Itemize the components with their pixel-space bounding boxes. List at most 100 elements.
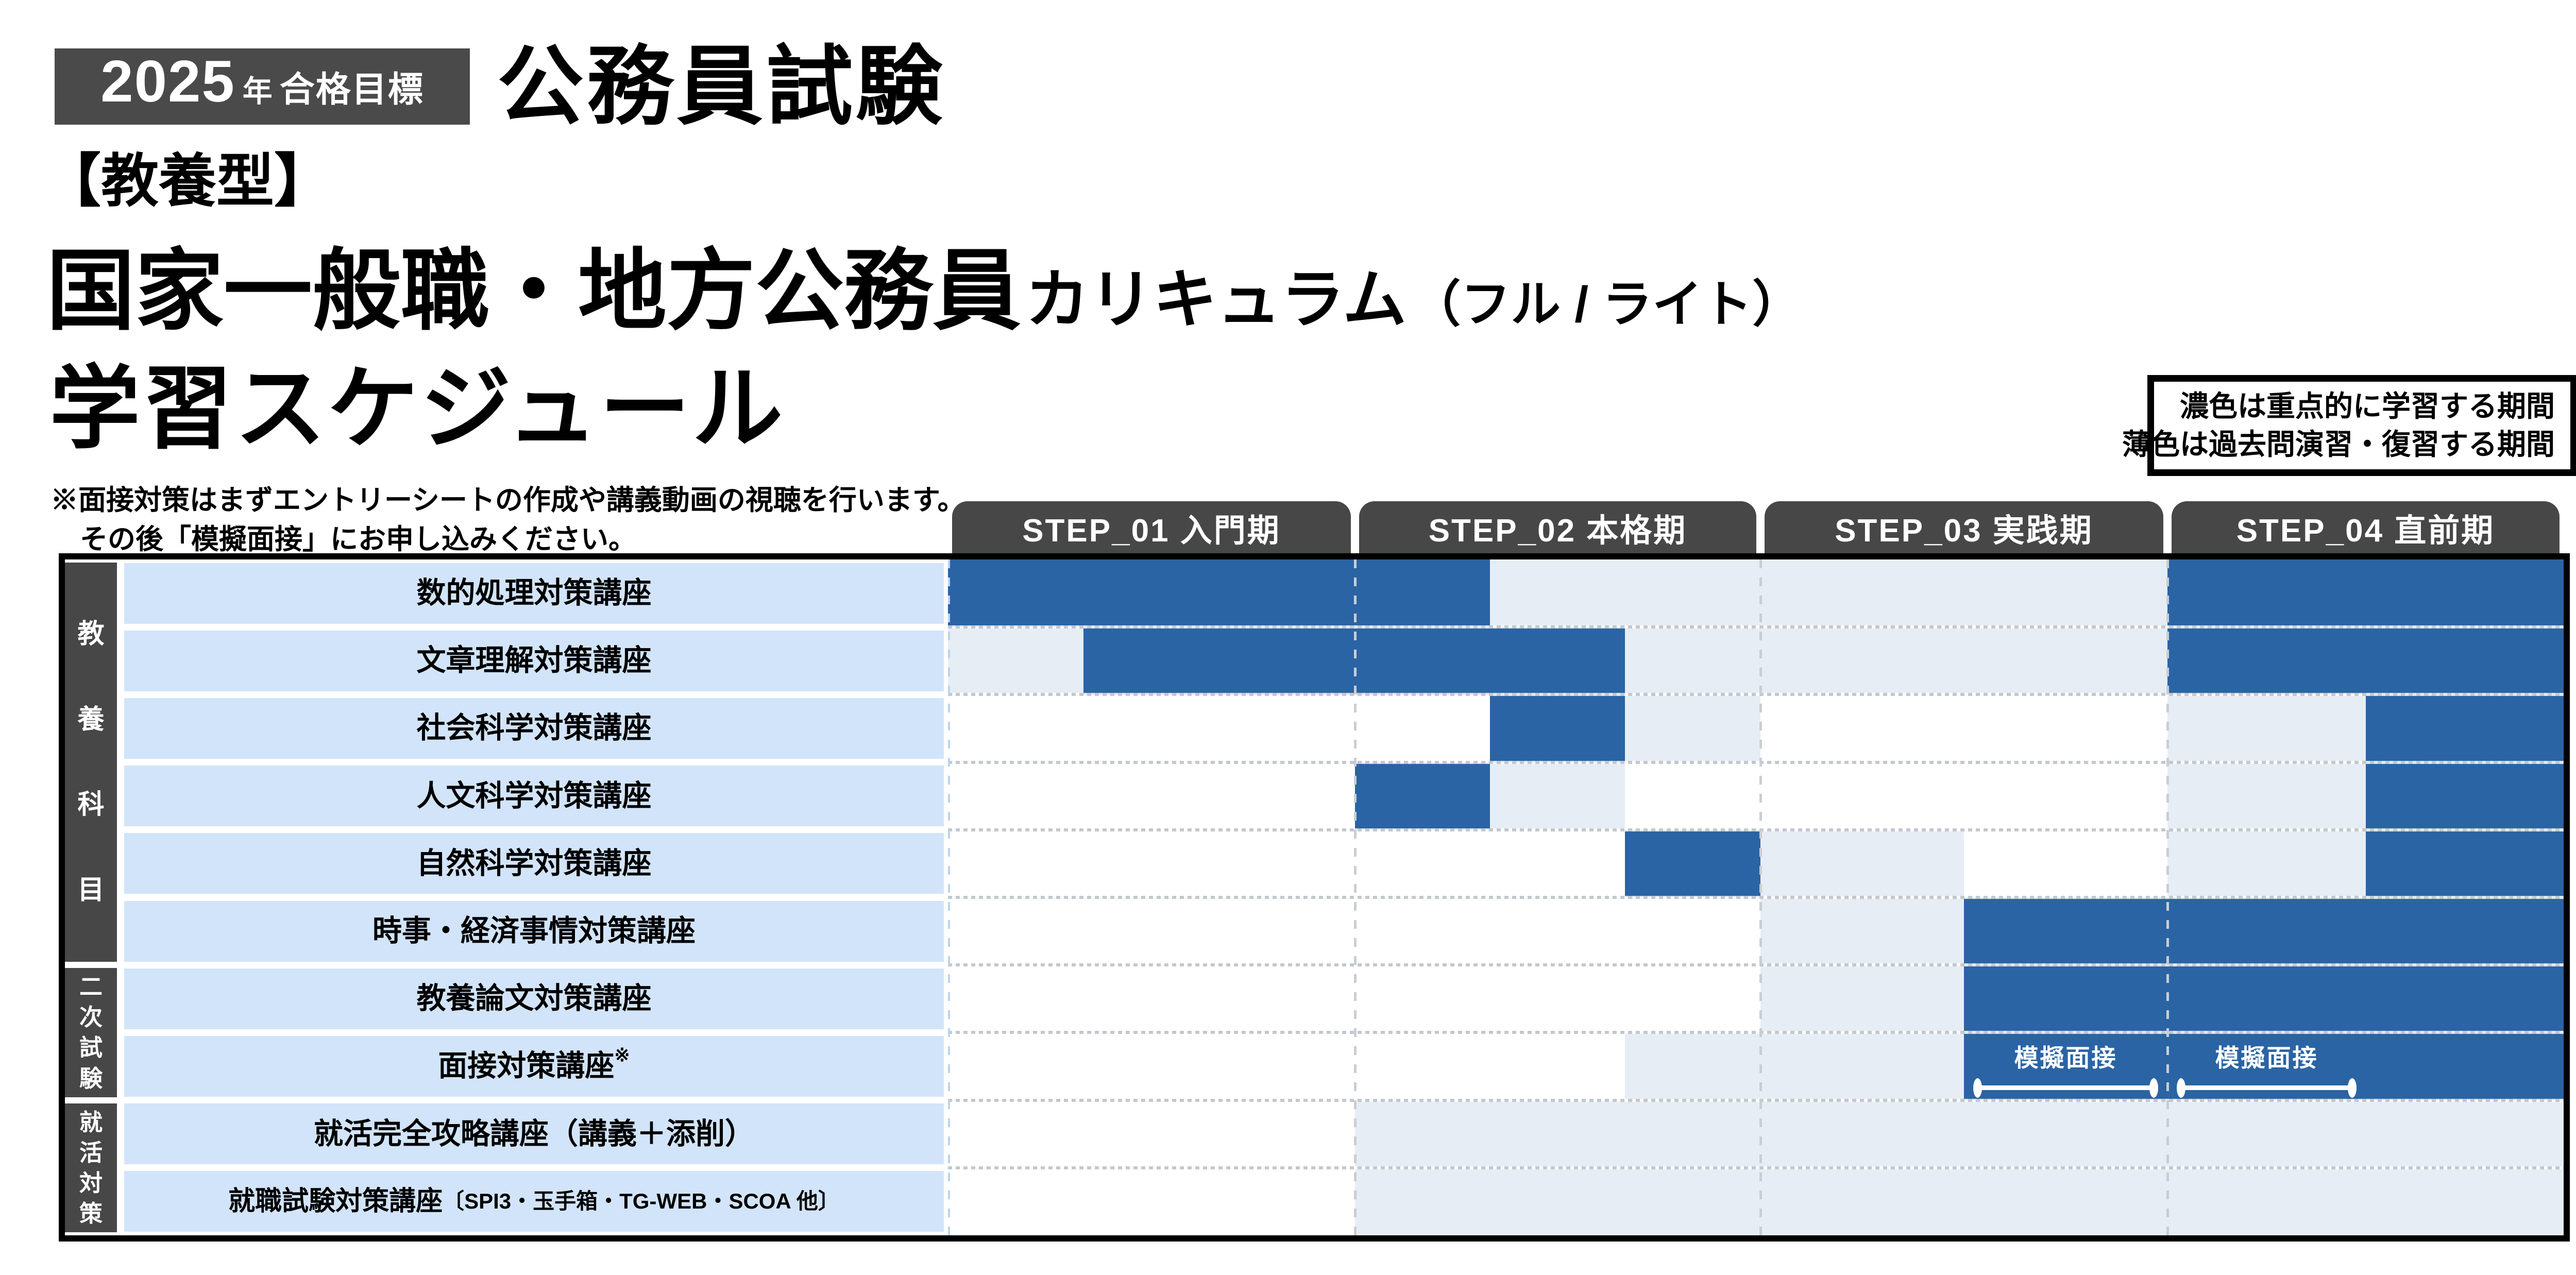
mock-interview-label: 模擬面接 [2215, 1044, 2318, 1072]
gantt-cell-light [1625, 559, 1760, 627]
column-divider [2166, 559, 2169, 1235]
gantt-cell-light [1625, 694, 1760, 763]
group-label-char: 策 [79, 1200, 103, 1227]
gantt-cell-dark [1083, 627, 1219, 695]
gantt-cell-light [1355, 1167, 1490, 1236]
course-title-variant: （フル / ライト） [1411, 276, 1803, 332]
badge-goal: 合格目標 [279, 70, 424, 109]
gantt-cell-dark [948, 559, 1083, 627]
row-label: 時事・経済事情対策講座 [124, 900, 944, 962]
row-label: 自然科学対策講座 [124, 833, 944, 894]
column-divider [1354, 559, 1357, 1235]
gantt-cell-light [1760, 829, 1964, 898]
step-header: STEP_03 実践期 [1765, 501, 2163, 553]
gantt-cell-dark [1219, 627, 1355, 695]
gantt-cell-dark [1964, 897, 2167, 965]
mock-interview-annotation: 模擬面接 [2177, 1046, 2357, 1098]
gantt-cell-dark [1355, 559, 1490, 627]
step-header: STEP_02 本格期 [1359, 501, 1756, 553]
gantt-cell-light [1490, 1100, 1625, 1168]
badge-year: 2025 [100, 49, 235, 114]
gantt-cell-light [2366, 1167, 2564, 1236]
timeline-endpoint-icon [1973, 1078, 1982, 1098]
gantt-cell-dark [1490, 694, 1625, 763]
gantt-cell-light [2167, 829, 2366, 898]
row-label-text: 人文科学対策講座 [416, 779, 652, 812]
group-label-char: 教 [77, 619, 105, 650]
group-label-char: 目 [77, 875, 105, 905]
row-separator [948, 1098, 2564, 1102]
gantt-cell-dark [2167, 559, 2366, 627]
gantt-cell-light [1964, 1100, 2167, 1168]
gantt-cell-dark [1964, 965, 2167, 1033]
course-title: 国家一般職・地方公務員 カリキュラム （フル / ライト） [46, 238, 1802, 344]
row-label-text: 数的処理対策講座 [416, 576, 652, 609]
timeline-line [1976, 1085, 2155, 1091]
gantt-cell-light [1760, 1100, 1964, 1168]
row-label: 面接対策講座 ※ [124, 1035, 944, 1097]
group-label-char: 養 [77, 704, 105, 735]
gantt-cell-light [948, 627, 1083, 695]
group-label-char: 活 [79, 1139, 103, 1166]
category-label: 【教養型】 [43, 149, 332, 213]
row-separator [948, 693, 2564, 696]
gantt-cell-dark [1083, 559, 1219, 627]
year-goal-badge: 2025 年 合格目標 [55, 48, 470, 125]
timeline-line [2180, 1085, 2353, 1091]
group-label-char: 二 [79, 974, 103, 1000]
timeline-endpoint-icon [2348, 1078, 2357, 1098]
mock-interview-label: 模擬面接 [2014, 1044, 2117, 1072]
gantt-cell-light [2167, 1167, 2366, 1236]
row-label-text: 面接対策講座 [438, 1049, 615, 1083]
gantt-cell-dark [2366, 829, 2564, 898]
gantt-cell-dark [2167, 627, 2366, 695]
gantt-cell-light [1964, 627, 2167, 695]
gantt-cell-dark [2366, 1032, 2564, 1101]
gantt-cell-dark [1355, 762, 1490, 830]
row-separator [948, 963, 2564, 967]
row-label-text: 自然科学対策講座 [416, 846, 652, 880]
gantt-cell-light [1760, 1032, 1964, 1101]
row-label: 就職試験対策講座 〔SPI3・玉手箱・TG-WEB・SCOA 他〕 [124, 1171, 944, 1232]
group-label: 就活対策 [65, 1103, 117, 1232]
gantt-cell-light [1964, 559, 2167, 627]
gantt-cell-dark [2167, 897, 2366, 965]
gantt-cell-dark [2366, 694, 2564, 763]
gantt-cell-light [2167, 1100, 2366, 1168]
course-title-suffix: カリキュラム [1025, 264, 1407, 335]
timeline-endpoint-icon [2177, 1078, 2185, 1098]
row-label-text: 社会科学対策講座 [416, 711, 652, 745]
row-label-text: 時事・経済事情対策講座 [372, 914, 696, 947]
row-separator [948, 828, 2564, 831]
group-label-char: 科 [77, 790, 105, 820]
row-label: 社会科学対策講座 [124, 698, 944, 759]
row-label-text: 文章理解対策講座 [416, 644, 652, 677]
group-label-char: 試 [79, 1034, 103, 1061]
page-title: 学習スケジュール [49, 359, 785, 460]
row-label-text: 就活完全攻略講座（講義＋添削） [314, 1117, 754, 1150]
row-separator [948, 1166, 2564, 1169]
gantt-cell-dark [2366, 762, 2564, 830]
gantt-cell-light [1760, 897, 1964, 965]
grid-left-divider [948, 559, 950, 1235]
legend-light: 薄色は過去問演習・復習する期間 [2122, 428, 2555, 461]
exam-title: 公務員試験 [497, 38, 945, 135]
timeline-line-wrap [2177, 1077, 2357, 1098]
mock-interview-annotation: 模擬面接 [1973, 1046, 2158, 1098]
gantt-cell-light [1355, 1100, 1490, 1168]
row-label-text: 教養論文対策講座 [416, 982, 652, 1015]
gantt-cell-light [1625, 627, 1760, 695]
gantt-cell-light [1625, 1167, 1760, 1236]
row-label-detail: 〔SPI3・玉手箱・TG-WEB・SCOA 他〕 [443, 1189, 840, 1214]
group-label: 二次試験 [65, 968, 117, 1097]
row-label: 数的処理対策講座 [124, 563, 944, 624]
gantt-cell-light [1760, 965, 1964, 1033]
row-separator [948, 760, 2564, 764]
row-label-text: 就職試験対策講座 [228, 1186, 443, 1217]
row-separator [948, 1031, 2564, 1034]
gantt-cell-light [1760, 627, 1964, 695]
gantt-cell-dark [1355, 627, 1490, 695]
gantt-cell-light [1760, 559, 1964, 627]
